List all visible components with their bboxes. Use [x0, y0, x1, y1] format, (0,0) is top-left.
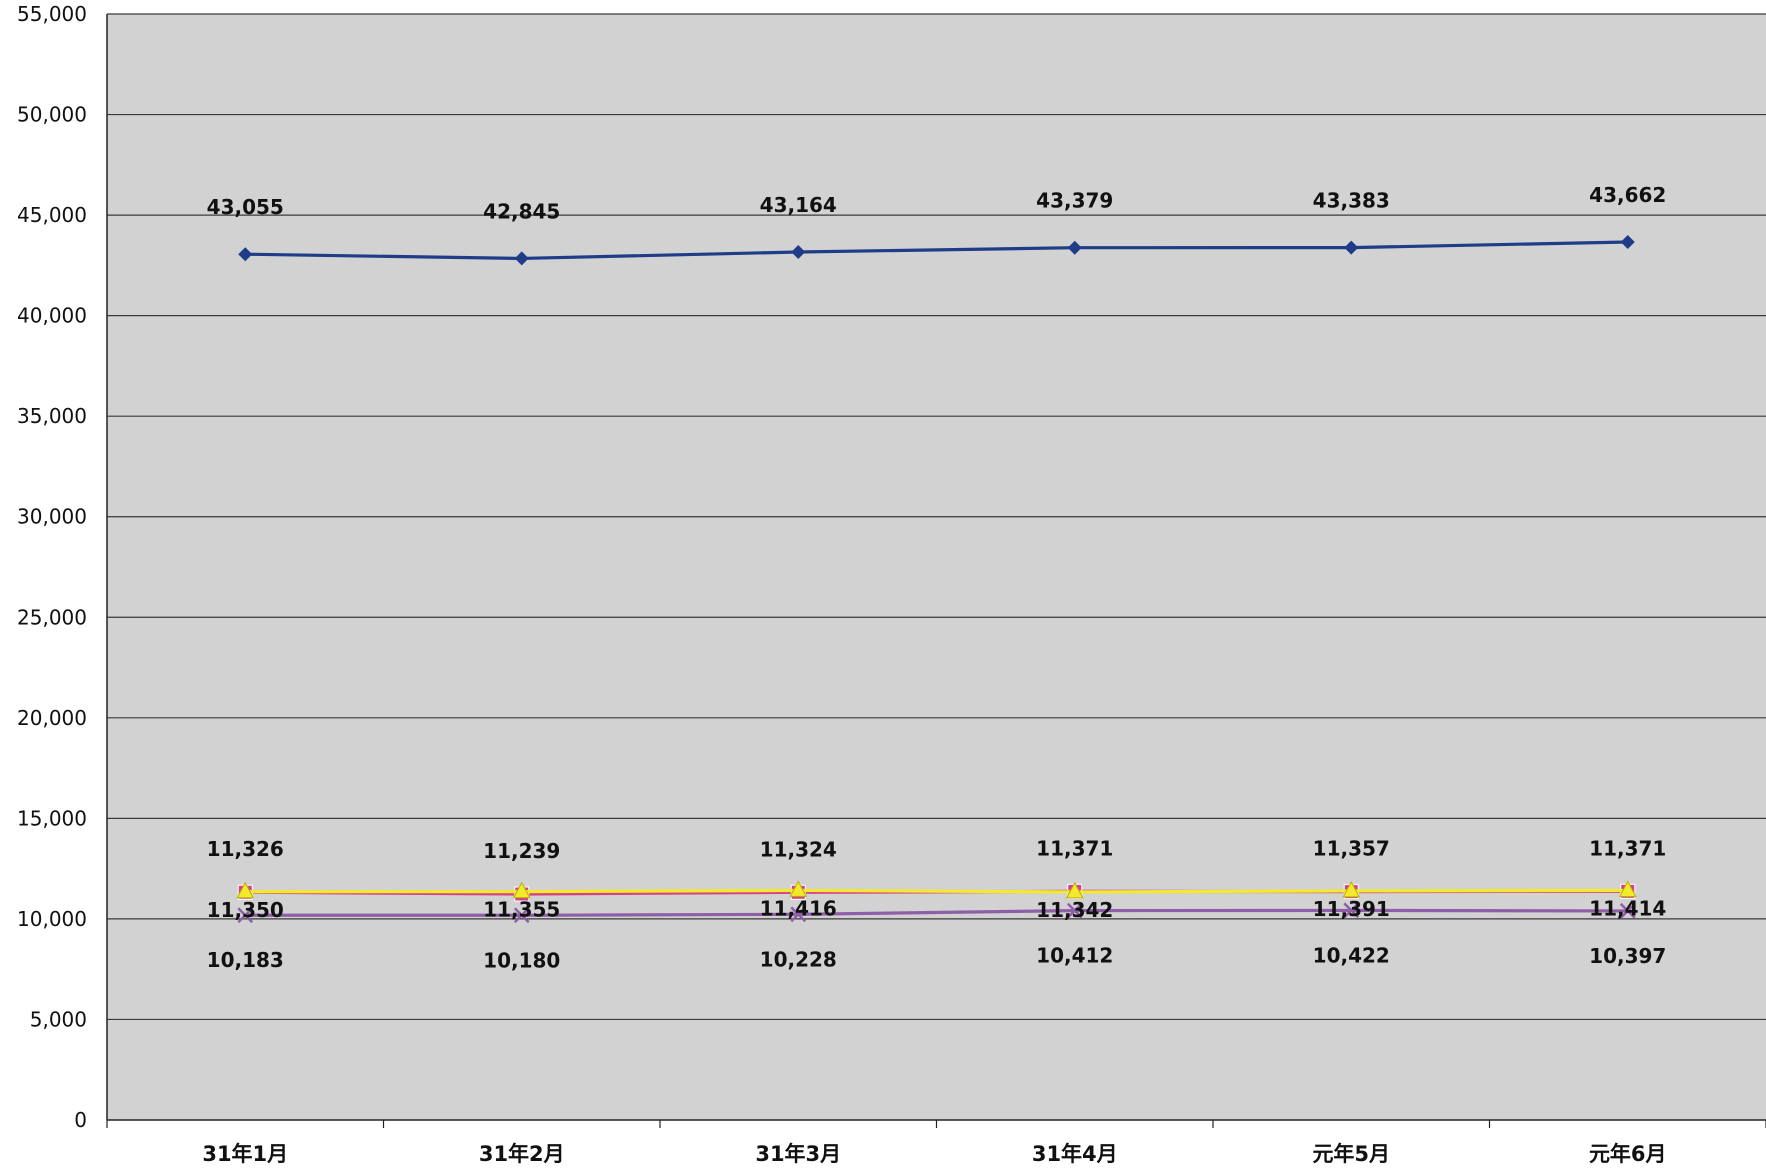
data-point-marker: [1342, 880, 1361, 898]
data-label: 43,662: [1589, 183, 1666, 207]
y-tick-label: 30,000: [17, 505, 87, 529]
y-tick-label: 0: [74, 1108, 87, 1132]
data-label: 11,357: [1313, 837, 1390, 861]
data-labels: 43,055 42,845 43,164 43,379 43,383 43,662 11,3…: [207, 183, 1667, 972]
marker-stroke: [237, 907, 254, 924]
series-line-1: [245, 240, 1628, 261]
y-tick-label: 35,000: [17, 404, 87, 428]
data-point-marker: [1066, 902, 1083, 919]
marker-stroke: [1619, 903, 1636, 919]
data-point-marker: [791, 245, 806, 260]
y-tick-label: 15,000: [17, 806, 87, 830]
data-label: 43,055: [207, 195, 284, 219]
x-tick-label: 元年6月: [1589, 1142, 1667, 1166]
data-label: 11,371: [1036, 836, 1113, 860]
y-tick-label: 10,000: [17, 907, 87, 931]
y-tick-label: 45,000: [17, 203, 87, 227]
data-point-marker: [1619, 903, 1636, 919]
data-label: 10,228: [760, 947, 837, 971]
y-tick-label: 40,000: [17, 304, 87, 328]
data-label: 10,412: [1036, 944, 1113, 968]
x-tick-label: 31年3月: [755, 1142, 841, 1166]
data-point-marker: [512, 881, 531, 899]
series-line-3: [245, 888, 1628, 894]
y-tick-label: 55,000: [17, 2, 87, 26]
data-point-marker: [237, 907, 254, 924]
data-label: 43,164: [760, 193, 837, 217]
y-tick-label: 50,000: [17, 103, 87, 127]
data-label: 11,371: [1589, 836, 1666, 860]
plot-area: [107, 14, 1766, 1120]
marker-stroke: [790, 906, 807, 923]
data-point-marker: [513, 907, 530, 924]
data-label: 11,350: [207, 898, 284, 922]
marker-stroke: [1343, 902, 1360, 919]
x-tick-label: 31年4月: [1032, 1142, 1118, 1166]
y-tick-label: 20,000: [17, 706, 87, 730]
data-label: 10,422: [1313, 943, 1390, 967]
data-label: 11,326: [207, 837, 284, 861]
data-label: 43,383: [1313, 189, 1390, 213]
data-point-marker: [514, 251, 529, 266]
data-point-marker: [1067, 240, 1082, 255]
data-point-marker: [1065, 881, 1084, 899]
data-label: 10,180: [483, 948, 560, 972]
data-point-marker: [789, 880, 808, 897]
marker-stroke: [1066, 902, 1083, 919]
marker-stroke: [513, 907, 530, 924]
data-label: 11,355: [483, 898, 560, 922]
data-point-marker: [1343, 902, 1360, 919]
data-label: 43,379: [1036, 189, 1113, 213]
y-axis: 0 5,000 10,000 15,000 20,000 25,000 30,000 35,0…: [17, 2, 108, 1132]
series-layer: [236, 234, 1637, 924]
series-line-4: [245, 908, 1628, 917]
data-label: 11,324: [760, 837, 837, 861]
x-tick-label: 31年1月: [202, 1142, 288, 1166]
data-label: 10,183: [207, 948, 284, 972]
data-label: 10,397: [1589, 944, 1666, 968]
data-label: 11,416: [760, 896, 837, 920]
y-tick-label: 5,000: [30, 1007, 87, 1031]
gridlines: [107, 13, 1766, 1021]
x-axis: 31年1月 31年2月 31年3月 31年4月 元年5月 元年6月: [106, 1119, 1766, 1166]
data-label: 11,414: [1589, 896, 1666, 920]
data-label: 42,845: [483, 199, 560, 223]
data-label: 11,342: [1036, 898, 1113, 922]
y-tick-label: 25,000: [17, 605, 87, 629]
x-tick-label: 31年2月: [479, 1142, 565, 1166]
x-tick-label: 元年5月: [1312, 1142, 1390, 1166]
data-point-marker: [790, 906, 807, 923]
data-point-marker: [1620, 234, 1635, 249]
data-point-marker: [1618, 880, 1637, 897]
data-point-marker: [238, 247, 253, 262]
data-label: 11,239: [483, 839, 560, 863]
data-point-marker: [1344, 240, 1359, 255]
data-point-marker: [236, 881, 255, 899]
data-label: 11,391: [1313, 897, 1390, 921]
